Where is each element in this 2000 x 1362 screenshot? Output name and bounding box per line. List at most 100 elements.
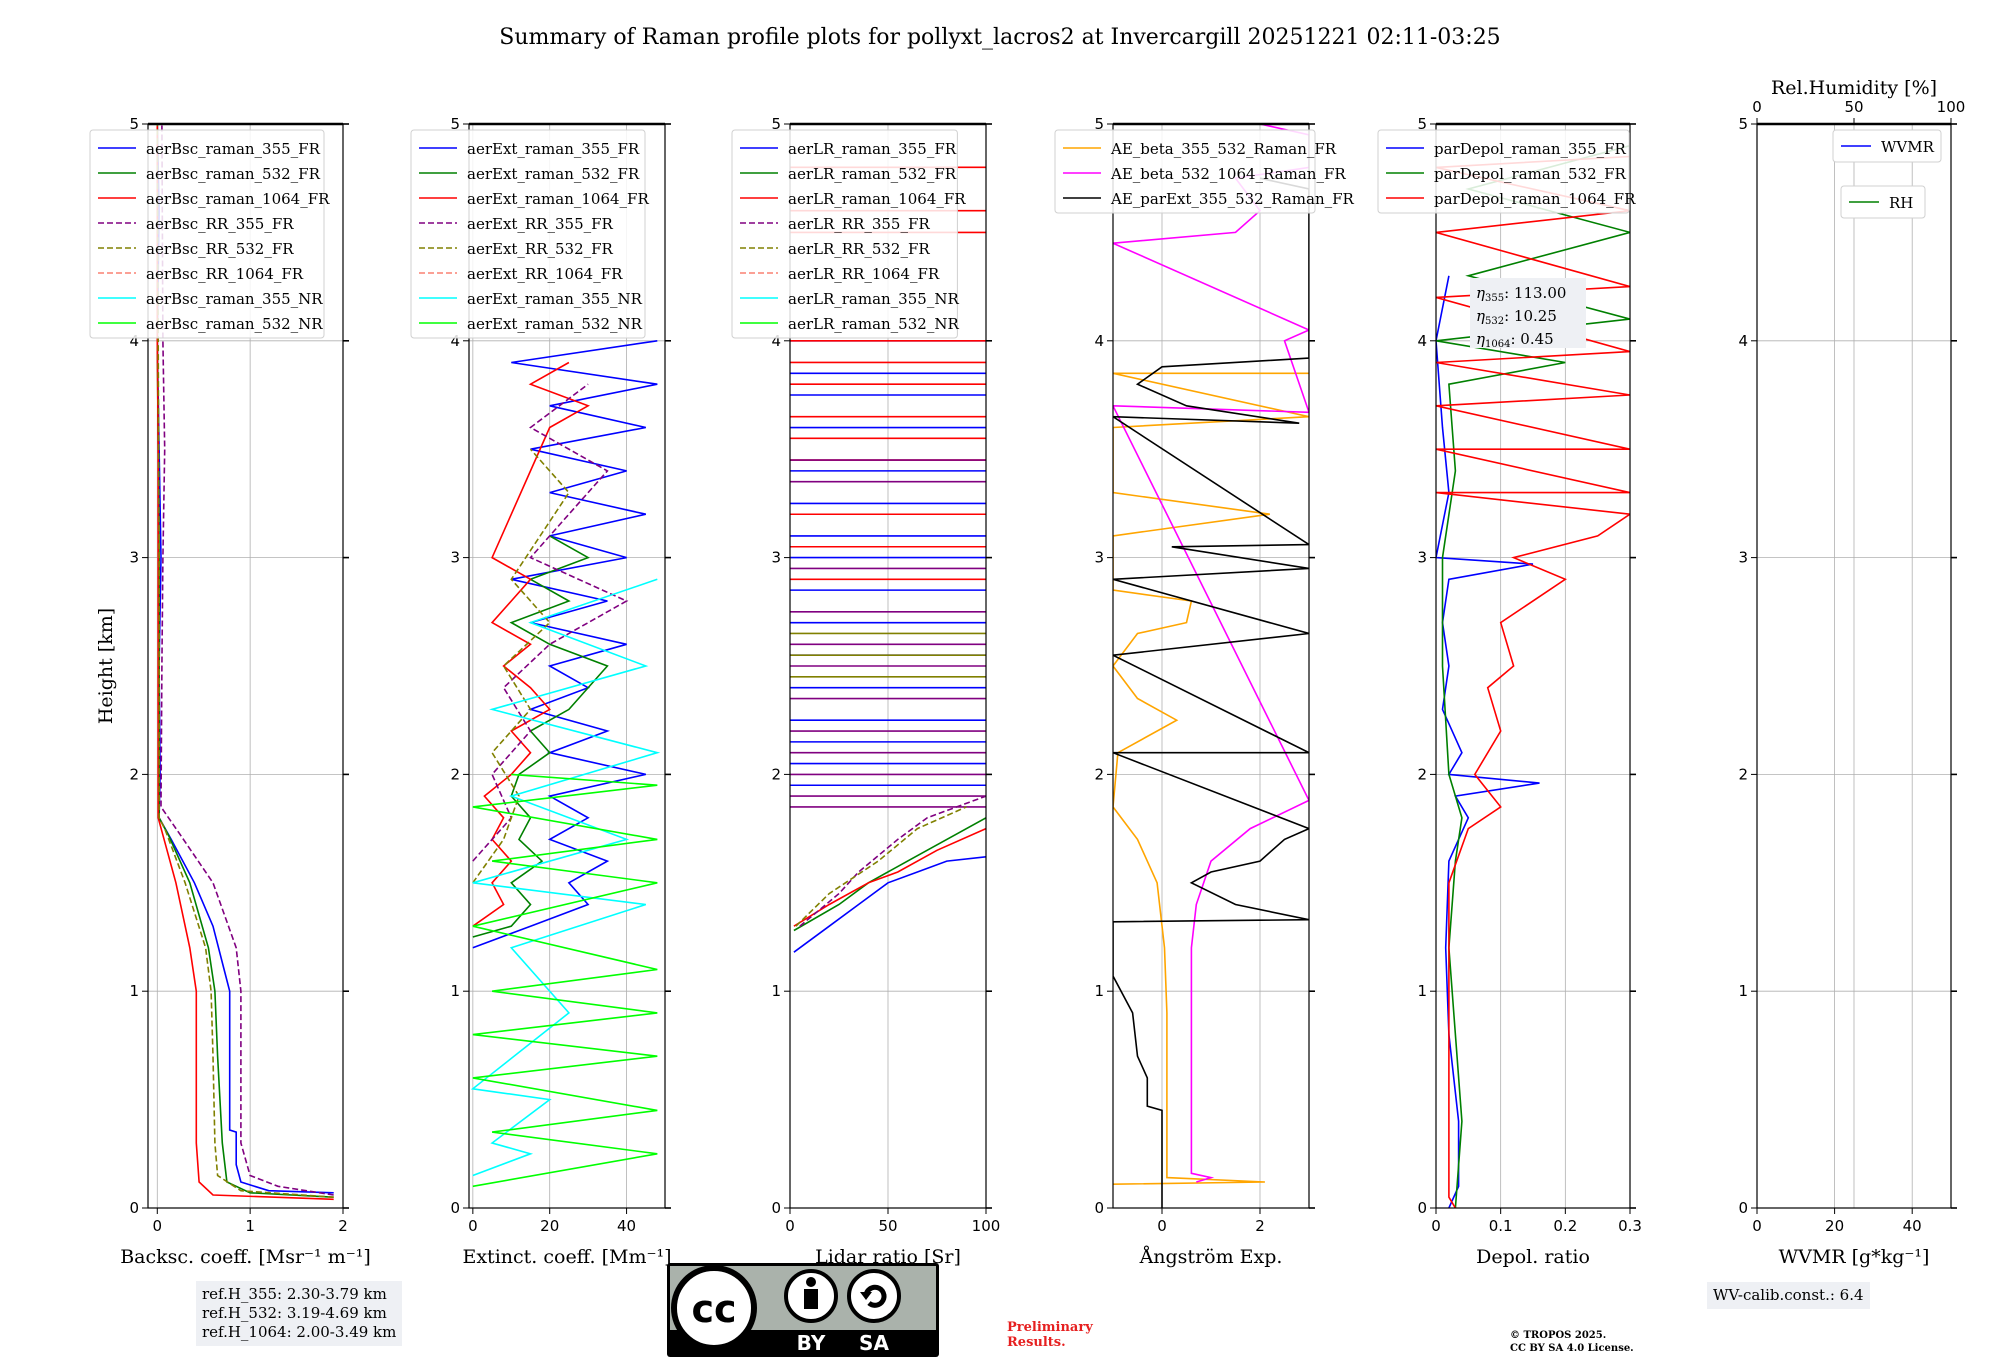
y-axis-label: Height [km] [95, 608, 117, 724]
legend-label: aerBsc_RR_532_FR [146, 240, 294, 258]
y-tick-label: 2 [771, 765, 781, 783]
legend-label: aerBsc_RR_1064_FR [146, 265, 304, 283]
x-tick-label: 40 [617, 1217, 636, 1235]
sa-text: SA [859, 1331, 889, 1355]
top-axis-label: Rel.Humidity [%] [1771, 77, 1937, 99]
panel-depolarization: 0 1 2 3 4 5 0 0.1 0.2 0.3 Depol. ratio parDepol_ram… [1377, 115, 1642, 1268]
x-tick-label: 2 [1255, 1217, 1265, 1235]
y-tick-label: 2 [1417, 765, 1427, 783]
legend-label: aerExt_RR_1064_FR [467, 265, 623, 283]
x-axis-label: Depol. ratio [1476, 1246, 1590, 1268]
legend-wvmr: WVMR [1832, 129, 1942, 163]
legend-label: aerExt_raman_1064_FR [467, 190, 649, 208]
legend-label: aerLR_raman_1064_FR [788, 190, 966, 208]
y-tick-label: 1 [771, 982, 781, 1000]
series-line-aerlr-raman-1064-fr [793, 827, 986, 927]
y-tick-label: 2 [1738, 765, 1748, 783]
eta-value-355: η355: 113.00 [1476, 284, 1566, 304]
legend: parDepol_raman_355_FR parDepol_raman_532_… [1377, 129, 1636, 214]
panel-angstrom: 0 1 2 3 4 5 0 2 Ångström Exp. AE_beta_355_532_Ram… [1054, 115, 1355, 1268]
legend-box [89, 129, 325, 339]
legend: aerBsc_raman_355_FR aerBsc_raman_532_FRae… [89, 129, 330, 339]
attribution-icon [784, 1269, 838, 1323]
ref-height-532: ref.H_532: 3.19-4.69 km [202, 1304, 387, 1322]
y-tick-label: 2 [129, 765, 139, 783]
legend-label: WVMR [1881, 138, 1935, 156]
series-group [1436, 144, 1630, 1208]
x-tick-label: 0 [1431, 1217, 1441, 1235]
x-tick-label: 0.1 [1489, 1217, 1513, 1235]
y-tick-label: 3 [1417, 549, 1427, 567]
top-x-tick-label: 0 [1752, 98, 1762, 116]
legend-label: aerBsc_raman_532_NR [146, 315, 323, 333]
series-line-aerlr-raman-355-fr [793, 856, 986, 953]
panel-extinction: 0 1 2 3 4 5 0 20 40 Extinct. coeff. [Mm⁻¹] aerExt_… [410, 115, 672, 1268]
y-tick-label: 0 [1094, 1199, 1104, 1217]
eta-value-532: η532: 10.25 [1476, 307, 1557, 327]
legend-label: aerLR_raman_355_FR [788, 140, 957, 158]
copyright-line-1: © TROPOS 2025. [1510, 1330, 1607, 1341]
legend-box [410, 129, 646, 339]
figure-title: Summary of Raman profile plots for polly… [499, 25, 1500, 50]
series-line-pardepol-raman-355-fr [1436, 275, 1540, 1208]
y-tick-label: 3 [129, 549, 139, 567]
y-tick-label: 5 [450, 115, 460, 133]
x-axis-label: Extinct. coeff. [Mm⁻¹] [462, 1246, 671, 1268]
legend-label: aerBsc_RR_355_FR [146, 215, 294, 233]
cc-license-badge: cc BY SA [666, 1262, 940, 1362]
y-tick-label: 4 [1094, 332, 1104, 350]
y-tick-label: 5 [129, 115, 139, 133]
copyright-line-2: CC BY SA 4.0 License. [1510, 1343, 1634, 1354]
legend-label: aerLR_RR_532_FR [788, 240, 930, 258]
legend-label: AE_parExt_355_532_Raman_FR [1110, 190, 1355, 208]
y-tick-label: 4 [129, 332, 139, 350]
y-tick-label: 2 [1094, 765, 1104, 783]
copyright-note: © TROPOS 2025. CC BY SA 4.0 License. [1510, 1329, 1634, 1355]
series-line-aerext-raman-355-fr [472, 340, 658, 949]
eta-value-1064: η1064: 0.45 [1476, 330, 1554, 350]
legend: aerExt_raman_355_FR aerExt_raman_532_FRae… [410, 129, 649, 339]
y-tick-label: 5 [1094, 115, 1104, 133]
x-tick-label: 2 [338, 1217, 348, 1235]
x-tick-label: 20 [540, 1217, 559, 1235]
y-tick-label: 0 [129, 1199, 139, 1217]
series-line-aerext-raman-532-fr [472, 535, 609, 938]
y-tick-label: 1 [129, 982, 139, 1000]
legend-label: aerBsc_raman_1064_FR [146, 190, 330, 208]
x-axis-label: Lidar ratio [Sr] [815, 1246, 961, 1268]
legend-label: aerLR_raman_355_NR [788, 290, 959, 308]
x-axis-label: Backsc. coeff. [Msr⁻¹ m⁻¹] [120, 1246, 371, 1268]
legend-label: aerExt_raman_532_FR [467, 165, 640, 183]
legend-label: aerLR_RR_1064_FR [788, 265, 940, 283]
y-tick-label: 3 [771, 549, 781, 567]
legend-label: parDepol_raman_532_FR [1434, 165, 1627, 183]
legend-label: aerExt_raman_355_NR [467, 290, 643, 308]
preliminary-line-1: Preliminary [1007, 1320, 1093, 1335]
series-line-aerext-raman-1064-fr [472, 361, 590, 927]
series-group [156, 124, 334, 1201]
cc-text: cc [691, 1287, 736, 1331]
wv-calibration-text: WV-calib.const.: 6.4 [1713, 1286, 1864, 1304]
y-tick-label: 3 [450, 549, 460, 567]
legend-label: aerExt_raman_532_NR [467, 315, 643, 333]
eta-annotation: η355: 113.00 η532: 10.25 η1064: 0.45 [1470, 278, 1586, 350]
series-line-ae-beta-355-532-raman-fr [1113, 372, 1309, 1185]
ref-height-1064: ref.H_1064: 2.00-3.49 km [202, 1323, 397, 1341]
eta-box [1470, 278, 1586, 348]
x-tick-label: 50 [878, 1217, 897, 1235]
series-line-aerlr-rr-355-fr [799, 795, 986, 927]
by-text: BY [797, 1331, 826, 1355]
series-group [790, 166, 986, 953]
legend-label: AE_beta_532_1064_Raman_FR [1110, 165, 1346, 183]
x-tick-label: 0.2 [1553, 1217, 1577, 1235]
reference-heights-box: ref.H_355: 2.30-3.79 km ref.H_532: 3.19-… [196, 1281, 403, 1346]
legend-label: aerBsc_raman_355_NR [146, 290, 323, 308]
x-tick-label: 100 [972, 1217, 1001, 1235]
legend-label: aerLR_RR_355_FR [788, 215, 930, 233]
legend-label: aerBsc_raman_355_FR [146, 140, 321, 158]
ref-height-355: ref.H_355: 2.30-3.79 km [202, 1285, 387, 1303]
legend-label: aerLR_raman_532_FR [788, 165, 957, 183]
y-tick-label: 0 [1738, 1199, 1748, 1217]
y-tick-label: 5 [771, 115, 781, 133]
legend-label: aerExt_RR_532_FR [467, 240, 614, 258]
